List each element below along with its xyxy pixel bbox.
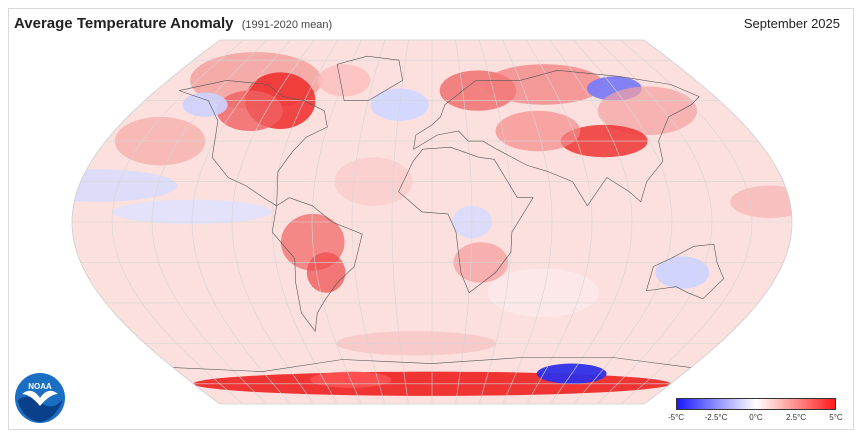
- title-text: Average Temperature Anomaly: [14, 15, 234, 32]
- anomaly-patch: [484, 64, 604, 105]
- anomaly-patch: [597, 86, 698, 136]
- color-legend: -5°C -2.5°C 0°C 2.5°C 5°C: [668, 398, 843, 426]
- anomaly-map: [71, 39, 793, 405]
- anomaly-patch: [72, 169, 178, 202]
- noaa-logo-icon: NOAA: [15, 373, 65, 423]
- coastline: [398, 146, 534, 294]
- anomaly-patch: [306, 252, 346, 293]
- anomaly-layer: [72, 40, 792, 404]
- coastline: [413, 69, 700, 207]
- legend-tick: 2.5°C: [785, 413, 807, 422]
- anomaly-patch: [216, 90, 283, 131]
- legend-tick: -2.5°C: [704, 413, 728, 422]
- legend-tick: 5°C: [829, 413, 843, 422]
- coastline: [336, 55, 404, 101]
- anomaly-patch: [655, 256, 710, 289]
- date-label: September 2025: [743, 16, 840, 31]
- title-subtitle: (1991-2020 mean): [241, 19, 333, 31]
- coastline: [271, 197, 363, 332]
- page-title: Average Temperature Anomaly (1991-2020 m…: [14, 15, 332, 32]
- legend-tick: 0°C: [749, 413, 763, 422]
- coastlines: [172, 55, 725, 372]
- coastline: [645, 243, 725, 300]
- coastline: [172, 357, 692, 372]
- legend-tick: -5°C: [667, 413, 685, 422]
- globe-outline: [71, 39, 793, 405]
- legend-colorbar: [676, 398, 836, 410]
- logo-text: NOAA: [28, 382, 52, 391]
- coastline: [179, 80, 328, 207]
